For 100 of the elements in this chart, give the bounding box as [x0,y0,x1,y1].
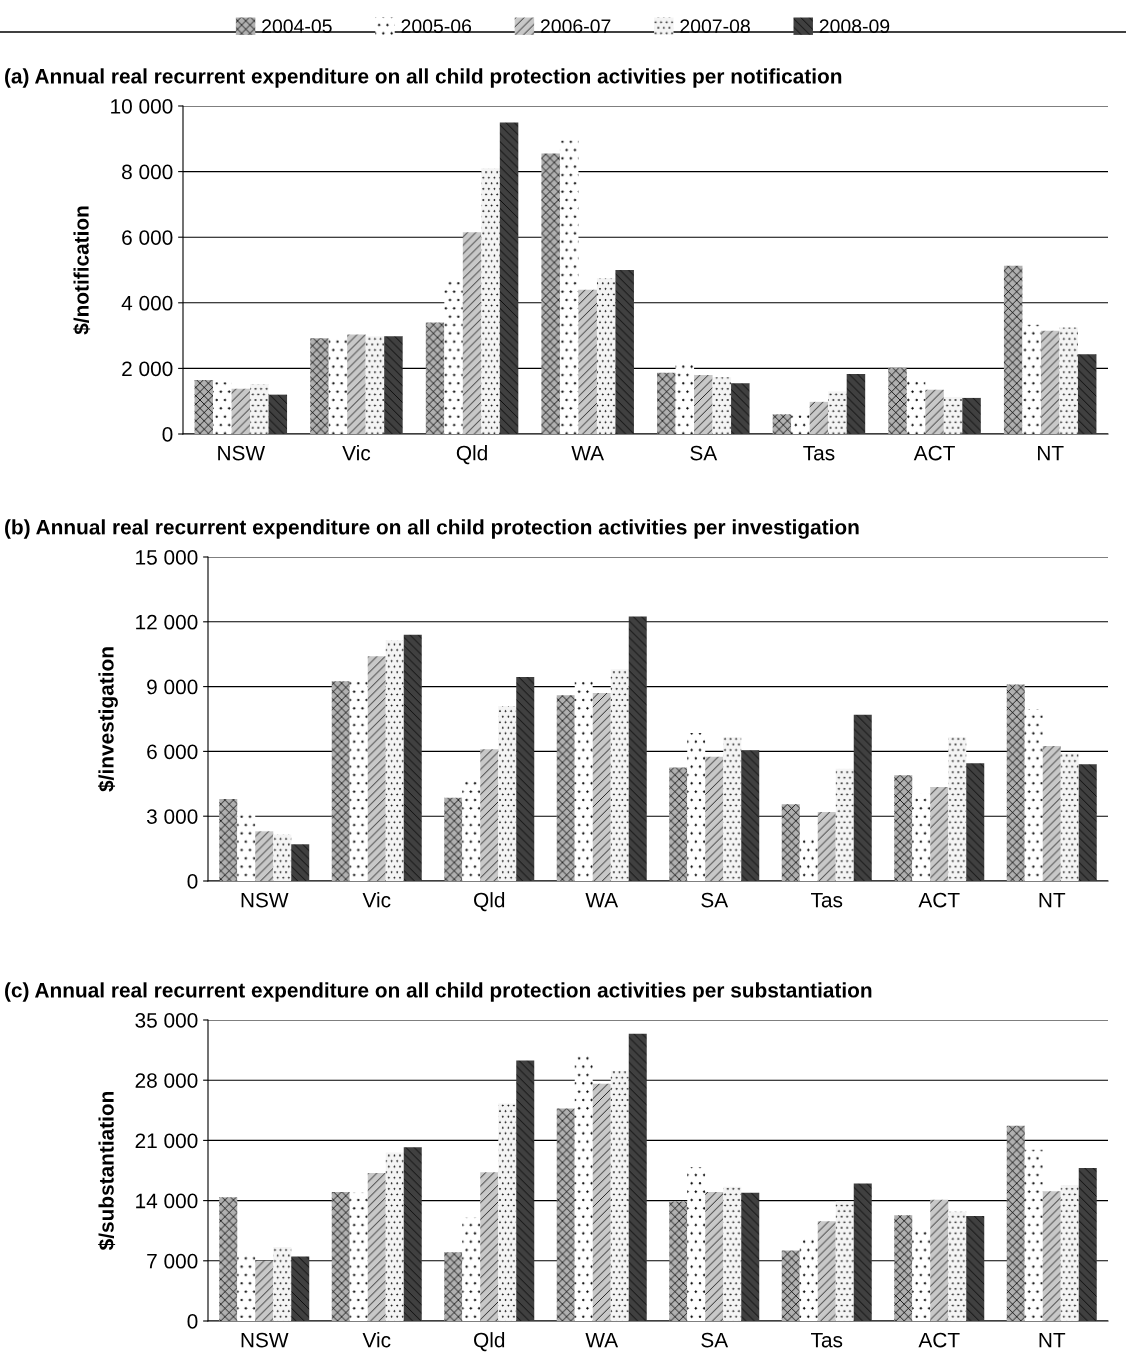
bar [1059,327,1078,434]
bar [574,681,593,881]
bar [596,278,616,434]
legend-label: 2005-06 [401,19,472,34]
bar [291,844,310,881]
bar [741,750,760,881]
bar [943,396,963,434]
bar [462,779,481,881]
y-tick-label: 9 000 [147,679,198,695]
bar [894,775,913,881]
bar [723,737,742,881]
bar [1042,1191,1061,1321]
bar [731,383,750,434]
bar [809,401,829,434]
bar [444,1252,463,1321]
bar [1042,746,1061,881]
bar [556,695,575,881]
bar [948,1211,967,1321]
x-tick-label: Vic [342,445,371,461]
chart-title: (c) Annual real recurrent expenditure on all child protection activities per substantiation [5,982,872,1002]
bar [930,1199,949,1321]
bar [255,831,274,881]
x-tick-label: WA [585,1332,619,1348]
y-tick-label: 21 000 [135,1133,198,1149]
bar [541,153,560,434]
bar [1077,354,1097,434]
bar [574,1056,593,1321]
x-tick-label: SA [701,892,729,908]
legend-label: 2004-05 [262,19,332,34]
bar [592,1083,611,1321]
x-tick-label: NSW [218,445,266,461]
bar [480,1172,499,1321]
bar [1078,1167,1097,1321]
bar [669,1201,688,1321]
x-tick-label: Qld [474,1332,505,1352]
x-tick-label: WA [585,892,619,908]
legend-label: 2006-07 [540,19,611,34]
bar [610,1070,629,1321]
bar [1040,330,1060,434]
bar [219,1197,238,1321]
x-tick-label: WA [571,445,605,461]
bar [349,1192,368,1321]
bar [498,1103,517,1321]
bar [894,1215,913,1321]
bar [444,279,463,434]
bar [425,322,445,434]
y-tick-label: 0 [162,427,173,442]
bar [925,389,944,434]
bar [516,1060,535,1321]
bar [480,749,499,881]
x-tick-label: Vic [362,1332,391,1348]
bar [268,394,288,434]
x-tick-label: NT [1038,445,1064,461]
bar [799,1237,818,1321]
bar [516,676,535,881]
bar [687,733,706,881]
bar [237,811,256,881]
bar [385,640,404,881]
x-tick-label: NT [1039,892,1066,908]
bar [1024,709,1043,881]
y-tick-label: 12 000 [136,614,198,630]
bar [906,379,926,434]
y-tick-label: 35 000 [135,1013,198,1028]
bar [723,1186,742,1321]
bar [687,1167,706,1321]
bar [213,382,232,434]
x-tick-label: SA [701,1332,729,1348]
bar [781,804,800,881]
x-tick-label: ACT [918,892,960,908]
bar [669,767,688,881]
bar [444,797,463,881]
bar [1060,753,1079,881]
bar [741,1192,760,1321]
bar [331,1192,350,1321]
y-axis-title: $/substantiation [98,1091,116,1251]
bar [462,1217,481,1321]
bar [610,669,629,881]
y-tick-label: 8 000 [122,164,173,180]
bar [194,379,214,434]
bar [365,336,385,434]
bar [828,391,847,434]
bar [403,634,422,881]
bar [367,656,386,881]
bar [1078,764,1097,881]
chart-title: (a) Annual real recurrent expenditure on all child protection activities per notification [5,68,842,88]
x-tick-label: NSW [241,1332,289,1348]
bar [966,1216,985,1321]
bar [331,681,350,881]
y-tick-label: 3 000 [146,809,198,824]
bar [694,374,713,434]
bar [1022,324,1041,434]
y-tick-label: 6 000 [147,744,198,760]
bar [817,811,836,881]
bar [930,787,949,881]
x-tick-label: Vic [362,892,391,908]
x-tick-label: Tas [803,445,835,461]
bar [846,373,866,434]
y-tick-label: 0 [187,1314,198,1329]
y-tick-label: 2 000 [122,361,173,377]
bar [1006,684,1025,881]
